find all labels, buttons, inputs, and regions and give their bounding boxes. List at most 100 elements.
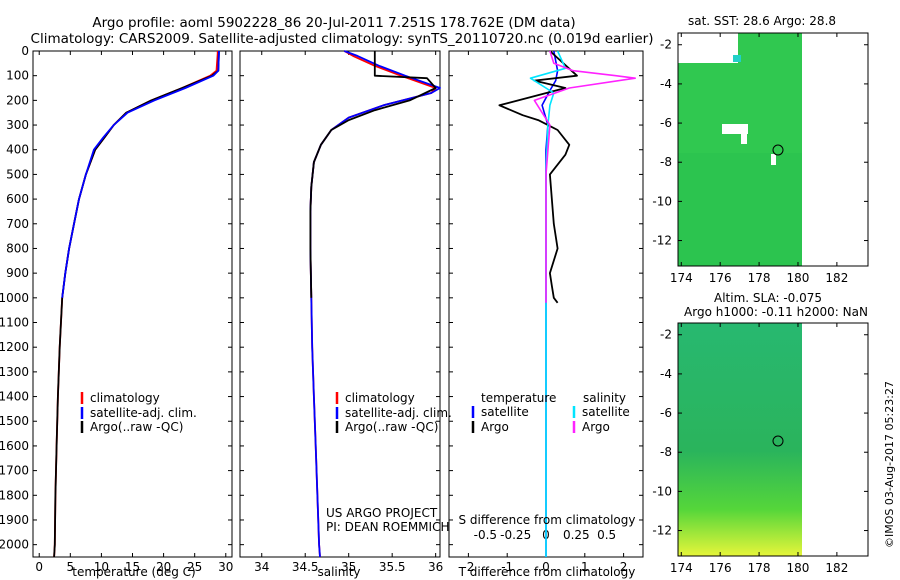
depth-tick-label: 900: [6, 266, 29, 280]
lon-tick-label: 180: [787, 561, 810, 575]
sst-map-frame: [677, 32, 869, 267]
legend-satellite: satellite-adj. clim.: [90, 406, 197, 420]
s-diff-tick-label: -0.5: [474, 528, 497, 542]
sst-cool-patch: [733, 55, 741, 62]
depth-tick-label: 1800: [0, 488, 29, 502]
sst-island: [771, 154, 776, 165]
lon-tick-label: 180: [787, 271, 810, 285]
lon-tick-label: 178: [748, 561, 771, 575]
project-credit: US ARGO PROJECT: [326, 506, 438, 520]
depth-tick-label: 1500: [0, 414, 29, 428]
series-line-salinity-argo: [533, 50, 637, 303]
s-difference-x-label: S difference from climatology: [459, 513, 636, 527]
x-tick-label: 2: [620, 560, 628, 574]
depth-tick-label: 1100: [0, 316, 29, 330]
sla-map-title: Altim. SLA: -0.075: [714, 291, 822, 305]
legend-climatology: climatology: [345, 391, 415, 405]
lon-tick-label: 178: [748, 271, 771, 285]
x-tick-label: 0: [542, 560, 550, 574]
difference-legend: temperature salinity satellite Argo sate…: [471, 391, 630, 434]
sla-map-axes: -2 -4 -6 -8 -10 -12 174 176 178 180 182: [652, 323, 868, 575]
sla-map-subtitle: Argo h1000: -0.11 h2000: NaN: [684, 305, 868, 319]
difference-x-ticks: -2 -1 0 1 2-0.5 -0.25 0 0.25 0.5: [462, 51, 627, 574]
series-line-climatology: [309, 50, 437, 558]
temperature-x-ticks: 0 5 10 15 20 25 30: [35, 51, 233, 574]
legend-climatology: climatology: [90, 391, 160, 405]
depth-tick-label: 500: [6, 167, 29, 181]
depth-tick-label: 700: [6, 217, 29, 231]
sst-map-axes: -2 -4 -6 -8 -10 -12 174 176 178 180 182: [652, 33, 868, 285]
lon-tick-label: 176: [709, 271, 732, 285]
lat-tick-label: -6: [660, 406, 672, 420]
salinity-x-ticks: 34 34.5 35 35.5 36: [254, 51, 443, 574]
x-tick-label: 15: [125, 560, 140, 574]
lon-tick-label: 174: [670, 271, 693, 285]
s-diff-tick-label: 0.5: [597, 528, 616, 542]
lat-tick-label: -2: [660, 38, 672, 52]
lat-tick-label: -10: [652, 194, 672, 208]
salinity-x-label: salinity: [317, 565, 360, 579]
imos-timestamp: ©IMOS 03-Aug-2017 05:23:27: [883, 381, 896, 548]
pi-credit: PI: DEAN ROEMMICH: [326, 520, 449, 534]
depth-tick-label: 300: [6, 118, 29, 132]
x-tick-label: -1: [501, 560, 513, 574]
depth-tick-label: 1300: [0, 365, 29, 379]
sst-land-patch: [741, 132, 747, 144]
depth-axis: 0 100 200 300 400 500 600 700 800 900 1000 1100 1200…: [0, 44, 643, 552]
x-tick-label: 10: [94, 560, 109, 574]
figure-subtitle: Climatology: CARS2009. Satellite-adjuste…: [31, 31, 654, 47]
depth-tick-label: 1200: [0, 340, 29, 354]
x-tick-label: 30: [218, 560, 233, 574]
x-tick-label: 34: [254, 560, 269, 574]
legend-temperature-title: temperature: [481, 391, 556, 405]
temperature-series: [53, 51, 220, 558]
depth-tick-label: 1400: [0, 390, 29, 404]
argo-position-marker: [772, 144, 784, 156]
legend-argo: Argo(..raw -QC): [345, 420, 438, 434]
depth-tick-label: 400: [6, 143, 29, 157]
lat-tick-label: -6: [660, 116, 672, 130]
s-diff-tick-label: 0.25: [563, 528, 590, 542]
difference-series: [498, 50, 637, 557]
temperature-panel-frame: [32, 50, 233, 558]
x-tick-label: 35: [341, 560, 356, 574]
lon-tick-label: 174: [670, 561, 693, 575]
legend-argo: Argo(..raw -QC): [90, 420, 183, 434]
lon-tick-label: 176: [709, 561, 732, 575]
depth-tick-label: 200: [6, 93, 29, 107]
salinity-series: [309, 50, 441, 558]
depth-tick-label: 2000: [0, 538, 29, 552]
legend-salinity-title: salinity: [583, 391, 626, 405]
depth-tick-label: 1000: [0, 291, 29, 305]
sla-ocean-field: [678, 323, 802, 556]
series-line-satellite-adj-clim-: [309, 50, 441, 558]
legend-temp-satellite: satellite: [481, 405, 529, 419]
x-tick-label: 35.5: [379, 560, 406, 574]
depth-tick-label: 100: [6, 69, 29, 83]
lat-tick-label: -10: [652, 484, 672, 498]
lat-tick-label: -8: [660, 445, 672, 459]
sla-map-frame: [677, 322, 869, 557]
lon-tick-label: 182: [825, 561, 848, 575]
lon-tick-label: 182: [825, 271, 848, 285]
x-tick-label: 34.5: [292, 560, 319, 574]
depth-tick-label: 600: [6, 192, 29, 206]
figure-title: Argo profile: aoml 5902228_86 20-Jul-201…: [92, 15, 575, 31]
lat-tick-label: -8: [660, 155, 672, 169]
x-tick-label: 36: [428, 560, 443, 574]
sst-missing-data-patch: [678, 33, 738, 63]
lat-tick-label: -4: [660, 77, 672, 91]
x-tick-label: 1: [581, 560, 589, 574]
sst-map-title: sat. SST: 28.6 Argo: 28.8: [688, 14, 836, 28]
temperature-legend: climatology satellite-adj. clim. Argo(..…: [80, 391, 197, 434]
t-difference-x-label: T difference from climatology: [458, 565, 636, 579]
argo-position-marker: [772, 435, 784, 447]
series-line-satellite-adj-clim-: [53, 51, 220, 558]
sst-map: [677, 32, 869, 267]
depth-tick-label: 1900: [0, 513, 29, 527]
lat-tick-label: -2: [660, 328, 672, 342]
depth-tick-label: 0: [21, 44, 29, 58]
salinity-legend: climatology satellite-adj. clim. Argo(..…: [335, 391, 452, 434]
series-line-salinity-satellite: [529, 50, 567, 557]
